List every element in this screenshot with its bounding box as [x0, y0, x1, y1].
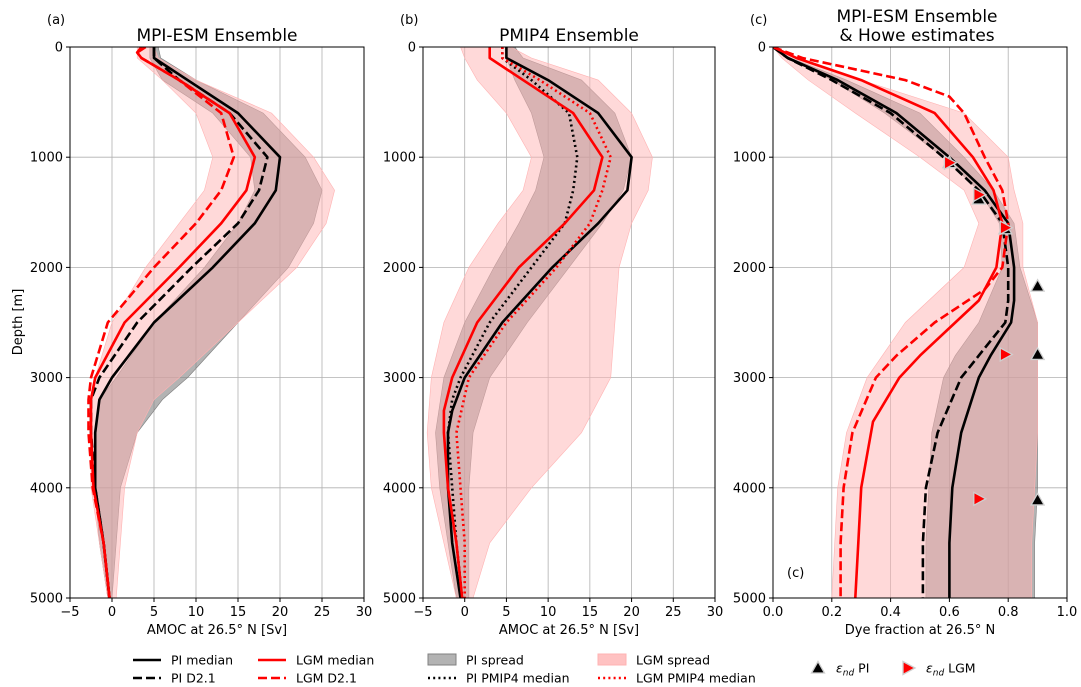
y-tick-label: 1000	[733, 151, 766, 166]
y-tick-label: 3000	[733, 371, 766, 386]
x-tick-label: 30	[356, 605, 373, 620]
x-tick-label: 15	[582, 605, 599, 620]
x-tick-label: 5	[150, 605, 158, 620]
legend-lgm-median-label: LGM median	[296, 653, 374, 668]
y-tick-label: 0	[758, 41, 766, 56]
x-axis-label: AMOC at 26.5° N [Sv]	[499, 623, 639, 638]
inner-panel-label: (c)	[787, 566, 804, 581]
series-pi-median	[773, 47, 1016, 598]
marker-nd-lgm	[973, 491, 988, 507]
x-tick-label: 0.2	[821, 605, 842, 620]
x-tick-label: −5	[413, 605, 432, 620]
chart-title-line2: & Howe estimates	[839, 26, 994, 46]
y-tick-label: 2000	[383, 261, 416, 276]
legend-pi-spread-swatch	[427, 653, 457, 666]
series-lgm-median	[89, 47, 257, 598]
series-lgm-d2-1	[87, 47, 236, 598]
legend-lgm-d2-1-label: LGM D2.1	[296, 671, 357, 686]
x-tick-label: 25	[314, 605, 331, 620]
marker-nd-lgm	[999, 346, 1014, 363]
y-tick-label: 1000	[383, 151, 416, 166]
legend-nd-lgm-label: εnd LGM	[926, 661, 976, 679]
series-lgm-d2-1	[773, 47, 1010, 598]
band-lgm-spread	[426, 47, 653, 598]
plot-frame	[69, 46, 365, 599]
x-tick-label: 0	[108, 605, 116, 620]
marker-nd-pi	[1029, 492, 1046, 506]
x-tick-label: 5	[502, 605, 510, 620]
band-lgm-spread	[773, 47, 1038, 598]
series-pi-pmip4-median	[446, 47, 579, 598]
x-tick-label: 1.0	[1057, 605, 1078, 620]
panel-letter: (c)	[750, 13, 767, 28]
x-tick-label: 0	[461, 605, 469, 620]
plot-area	[773, 47, 1046, 598]
panel-a: −5 0 5 10 15 20 25 30 0 1000 2000 3000 4000 5000 AMOC …	[30, 13, 372, 638]
legend-pi-pmip4-median-label: PI PMIP4 median	[466, 671, 570, 686]
x-tick-label: 0.0	[763, 605, 784, 620]
plot-area	[87, 47, 335, 598]
panel-letter: (b)	[400, 13, 418, 28]
x-tick-label: 10	[540, 605, 557, 620]
legend-pi-spread-label: PI spread	[466, 653, 524, 668]
x-tick-label: −5	[60, 605, 79, 620]
y-tick-label: 0	[408, 41, 416, 56]
marker-nd-lgm	[973, 187, 988, 203]
series-lgm-pmip4-median	[455, 47, 612, 598]
panel-c: 0.0 0.2 0.4 0.6 0.8 1.0 0 1000 2000 3000 4000 5000 D…	[733, 7, 1077, 638]
y-tick-label: 5000	[383, 592, 416, 607]
x-axis-label: AMOC at 26.5° N [Sv]	[147, 623, 287, 638]
plot-frame	[422, 46, 716, 599]
y-tick-label: 4000	[383, 481, 416, 496]
legend-lgm-pmip4-median-label: LGM PMIP4 median	[636, 671, 756, 686]
series-pi-median	[446, 47, 633, 598]
plot-area	[426, 47, 653, 598]
panel-letter: (a)	[47, 13, 65, 28]
y-tick-label: 5000	[733, 592, 766, 607]
band-lgm-spread	[90, 47, 335, 598]
legend: PI median PI D2.1 LGM median LGM D2.1 PI spr…	[133, 653, 976, 686]
x-tick-label: 20	[272, 605, 289, 620]
series-lgm-median	[442, 47, 604, 598]
marker-nd-lgm	[943, 155, 958, 171]
y-tick-label: 4000	[30, 481, 63, 496]
y-tick-label: 2000	[30, 261, 63, 276]
y-tick-label: 3000	[383, 371, 416, 386]
x-tick-label: 15	[230, 605, 247, 620]
y-axis-label: Depth [m]	[11, 289, 26, 356]
x-axis-label: Dye fraction at 26.5° N	[845, 623, 995, 638]
y-tick-label: 3000	[30, 371, 63, 386]
x-tick-label: 10	[188, 605, 205, 620]
series-pi-d2-1	[773, 47, 1010, 598]
legend-pi-median-label: PI median	[171, 653, 233, 668]
legend-lgm-spread-label: LGM spread	[636, 653, 710, 668]
chart-title: MPI-ESM Ensemble	[136, 26, 297, 46]
x-tick-label: 20	[623, 605, 640, 620]
x-tick-label: 0.8	[998, 605, 1019, 620]
y-tick-label: 1000	[30, 151, 63, 166]
x-tick-label: 25	[665, 605, 682, 620]
x-tick-label: 30	[707, 605, 724, 620]
legend-nd-pi-label: εnd PI	[836, 661, 869, 679]
y-tick-label: 4000	[733, 481, 766, 496]
chart-title: MPI-ESM Ensemble	[836, 7, 997, 27]
legend-nd-lgm-marker	[902, 660, 917, 676]
legend-nd-pi-marker	[810, 660, 826, 674]
series-pi-median	[93, 47, 282, 598]
chart-title: PMIP4 Ensemble	[499, 26, 639, 46]
marker-nd-pi	[1029, 278, 1046, 292]
y-tick-label: 5000	[30, 592, 63, 607]
y-tick-label: 0	[55, 41, 63, 56]
x-tick-label: 0.4	[880, 605, 901, 620]
marker-nd-pi	[1029, 346, 1046, 361]
marker-nd-lgm	[999, 220, 1014, 236]
panel-b: −5 0 5 10 15 20 25 30 0 1000 2000 3000 4000 5000 AMOC …	[383, 13, 723, 638]
legend-pi-d2-1-label: PI D2.1	[171, 671, 216, 686]
legend-lgm-spread-swatch	[597, 653, 627, 666]
y-tick-label: 2000	[733, 261, 766, 276]
x-tick-label: 0.6	[939, 605, 960, 620]
plot-frame	[772, 46, 1068, 599]
